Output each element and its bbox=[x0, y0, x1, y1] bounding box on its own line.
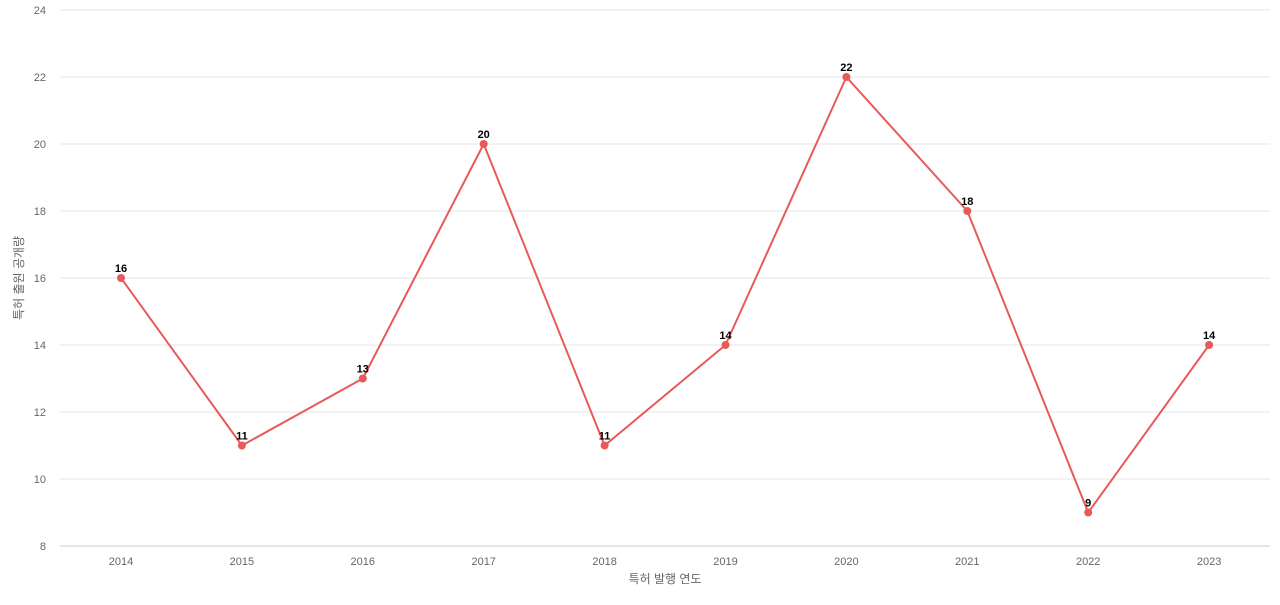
x-tick-label: 2023 bbox=[1197, 556, 1221, 568]
y-tick-label: 16 bbox=[34, 273, 46, 285]
y-tick-label: 18 bbox=[34, 206, 46, 218]
data-label: 18 bbox=[961, 196, 973, 208]
data-label: 20 bbox=[478, 129, 490, 141]
data-point bbox=[237, 441, 246, 450]
data-label: 14 bbox=[1203, 330, 1216, 342]
y-axis-title: 특허 출원 공개량 bbox=[12, 236, 26, 320]
data-label: 22 bbox=[840, 62, 852, 74]
series-line bbox=[120, 76, 1210, 514]
y-tick-label: 14 bbox=[34, 340, 46, 352]
series-layer bbox=[117, 73, 1214, 517]
x-tick-label: 2020 bbox=[834, 556, 858, 568]
data-labels: 16 11 13 20 11 14 22 18 9 14 bbox=[115, 62, 1216, 510]
y-tick-label: 22 bbox=[34, 72, 46, 84]
x-tick-label: 2018 bbox=[592, 556, 616, 568]
data-point bbox=[358, 374, 367, 383]
data-label: 13 bbox=[357, 364, 369, 376]
x-axis-title: 특허 발행 연도 bbox=[629, 571, 702, 586]
y-tick-label: 24 bbox=[34, 5, 46, 17]
y-tick-label: 20 bbox=[34, 139, 46, 151]
data-point bbox=[963, 207, 972, 215]
y-tick-label: 10 bbox=[34, 474, 46, 486]
data-label: 11 bbox=[236, 431, 248, 443]
data-point bbox=[600, 441, 609, 450]
y-axis-ticks: 8 10 12 14 16 18 20 22 24 bbox=[34, 5, 46, 553]
x-tick-label: 2017 bbox=[471, 556, 495, 568]
data-point bbox=[1205, 341, 1214, 349]
x-tick-label: 2016 bbox=[351, 556, 375, 568]
data-point bbox=[721, 341, 730, 349]
data-point bbox=[842, 73, 851, 81]
data-label: 11 bbox=[599, 431, 611, 443]
data-point bbox=[117, 274, 125, 282]
data-point bbox=[1084, 508, 1093, 517]
data-label: 9 bbox=[1085, 498, 1091, 510]
x-tick-label: 2014 bbox=[109, 556, 133, 568]
x-axis-ticks: 2014 2015 2016 2017 2018 2019 2020 2021 2022 2023 bbox=[109, 556, 1222, 568]
y-tick-label: 12 bbox=[34, 407, 46, 419]
x-tick-label: 2019 bbox=[713, 556, 737, 568]
grid-layer bbox=[60, 9, 1270, 547]
y-tick-label: 8 bbox=[40, 541, 46, 553]
x-tick-label: 2015 bbox=[230, 556, 254, 568]
data-label: 16 bbox=[115, 263, 127, 275]
data-point bbox=[479, 140, 488, 148]
x-tick-label: 2022 bbox=[1076, 556, 1100, 568]
data-label: 14 bbox=[719, 330, 732, 342]
x-tick-label: 2021 bbox=[955, 556, 979, 568]
